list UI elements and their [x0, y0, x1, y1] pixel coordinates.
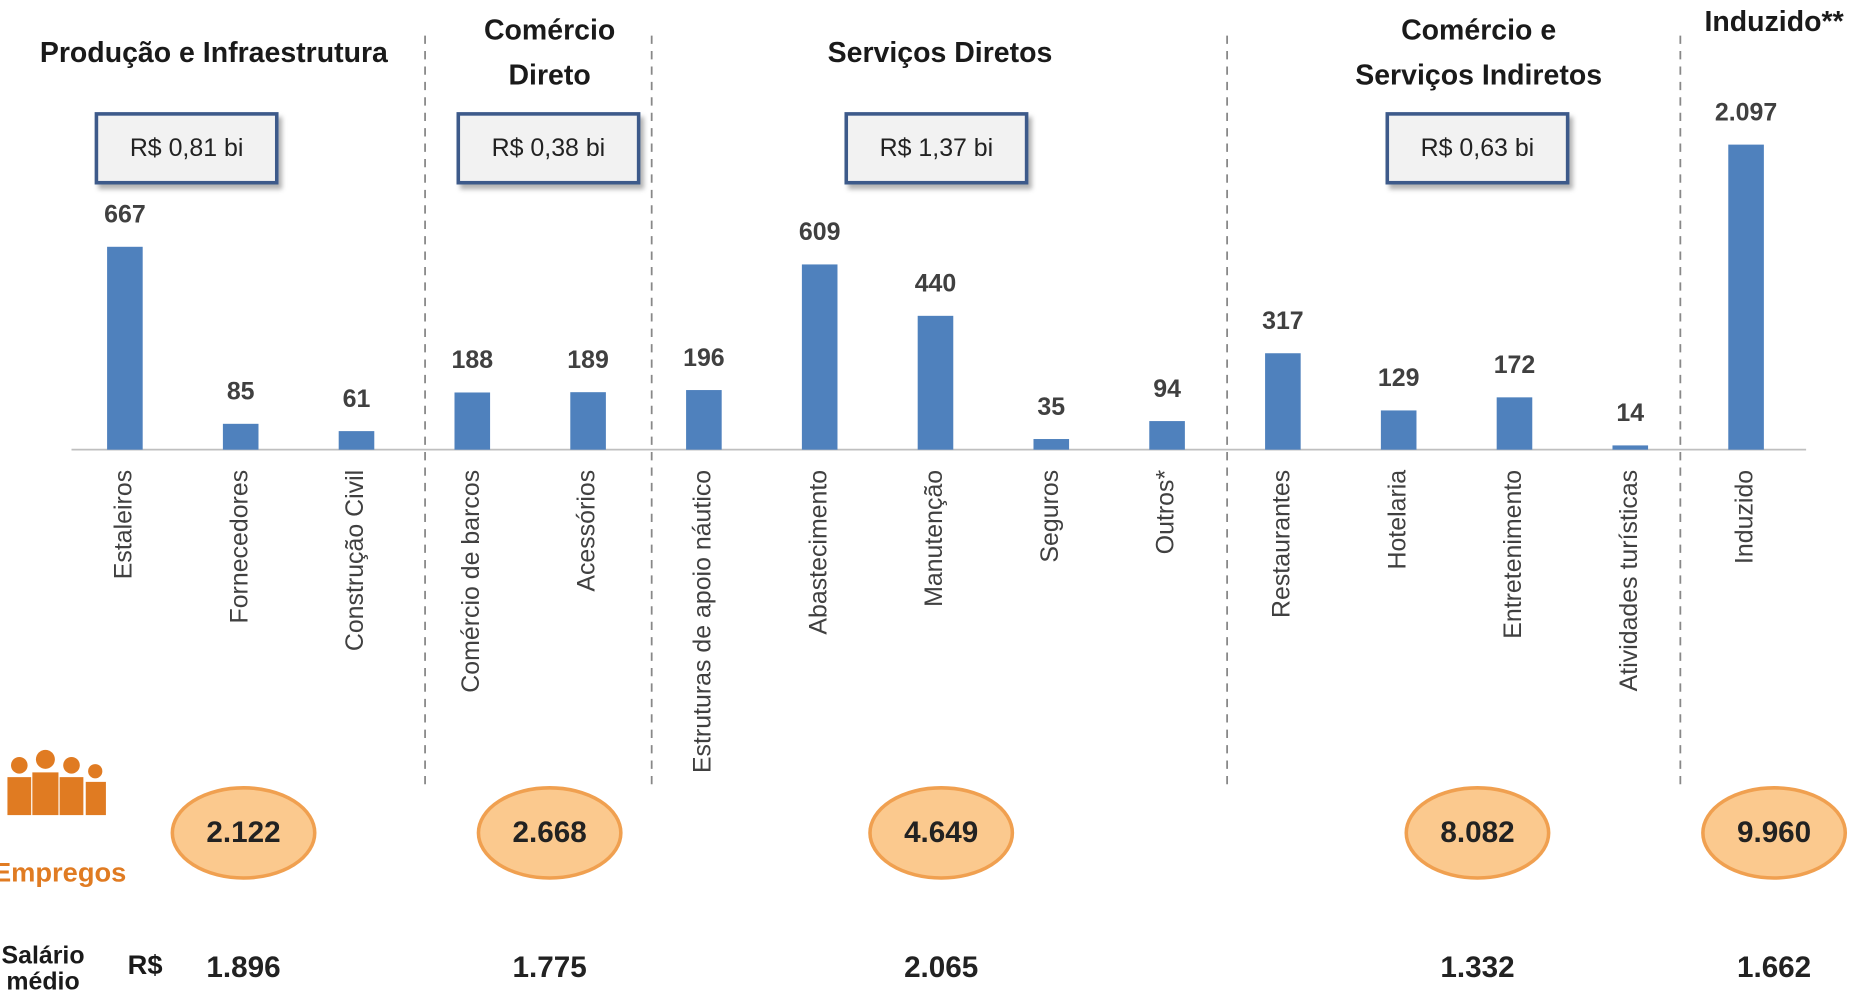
category-label: Induzido — [1731, 470, 1759, 564]
salary-value: 1.775 — [513, 951, 587, 984]
salary-value: 2.065 — [904, 951, 978, 984]
category-label: Restaurantes — [1267, 470, 1295, 618]
bar — [686, 390, 722, 450]
value-label: 440 — [915, 270, 957, 298]
jobs-bubble — [1404, 786, 1551, 880]
value-label: 317 — [1262, 307, 1304, 335]
value-label: 85 — [227, 378, 255, 406]
dividers — [424, 35, 1682, 789]
category-label: Abastecimento — [804, 470, 832, 635]
jobs-value: 2.122 — [206, 816, 280, 849]
salary-value: 1.332 — [1440, 951, 1514, 984]
value-label: 2.097 — [1715, 98, 1777, 126]
jobs-bubble — [170, 786, 317, 880]
revenue-box — [1385, 112, 1570, 185]
group-title: Serviços Diretos — [828, 37, 1053, 69]
value-label: 172 — [1494, 351, 1536, 379]
value-label: 129 — [1378, 364, 1420, 392]
revenue-box — [844, 112, 1029, 185]
value-label: 14 — [1616, 399, 1644, 427]
jobs-value: 8.082 — [1440, 816, 1514, 849]
revenue-label: R$ 0,38 bi — [492, 134, 606, 162]
value-label: 188 — [452, 346, 494, 374]
category-label: Hotelaria — [1383, 470, 1411, 570]
group-title: Comércio — [484, 15, 615, 47]
jobs-value: 2.668 — [513, 816, 587, 849]
bar — [1265, 353, 1301, 450]
group-title: Comércio e — [1401, 15, 1556, 47]
category-label: Seguros — [1036, 470, 1064, 563]
jobs-bubble — [868, 786, 1015, 880]
bar — [1149, 421, 1185, 450]
bar — [570, 392, 606, 450]
bar — [1728, 144, 1764, 450]
bar — [222, 423, 259, 450]
revenue-box — [94, 112, 279, 185]
category-label: Fornecedores — [225, 470, 253, 624]
category-label: Outros* — [1152, 470, 1180, 555]
category-label: Estruturas de apoio náutico — [688, 470, 716, 773]
revenue-label: R$ 0,81 bi — [130, 134, 244, 162]
value-label: 35 — [1037, 393, 1065, 421]
category-label: Construção Civil — [341, 470, 369, 651]
salary-value: 1.662 — [1737, 951, 1811, 984]
category-label: Entretenimento — [1499, 470, 1527, 639]
bar — [1496, 397, 1533, 450]
category-label: Comércio de barcos — [457, 470, 485, 693]
category-label: Estaleiros — [109, 470, 137, 579]
jobs-value: 9.960 — [1737, 816, 1811, 849]
revenue-label: R$ 1,37 bi — [880, 134, 994, 162]
value-label: 189 — [567, 346, 609, 374]
salary-value: 1.896 — [206, 951, 280, 984]
value-label: 196 — [683, 344, 725, 372]
revenue-label: R$ 0,63 bi — [1421, 134, 1535, 162]
bar — [107, 246, 143, 450]
group-title: Induzido** — [1704, 6, 1844, 38]
workers-icon — [7, 749, 106, 816]
salary-label: Salário médio — [1, 941, 84, 995]
bar — [454, 392, 491, 450]
bar — [1612, 445, 1649, 450]
jobs-value: 4.649 — [904, 816, 978, 849]
jobs-label: Empregos — [0, 857, 126, 888]
value-label: 609 — [799, 218, 841, 246]
category-label: Atividades turísticas — [1615, 470, 1643, 691]
value-label: 94 — [1153, 375, 1181, 403]
bar — [1380, 410, 1417, 450]
category-label: Acessórios — [573, 470, 601, 592]
currency: R$ — [128, 949, 163, 980]
bar — [1033, 439, 1070, 450]
bar — [338, 431, 375, 450]
group-title: Produção e Infraestrutura — [40, 37, 389, 69]
jobs-bubble — [1701, 786, 1848, 880]
group-title: Serviços Indiretos — [1355, 60, 1602, 92]
category-label: Manutenção — [920, 470, 948, 607]
value-label: 61 — [343, 385, 371, 413]
value-label: 667 — [104, 201, 146, 229]
group-title: Direto — [509, 60, 591, 92]
jobs-bubble — [476, 786, 623, 880]
revenue-box — [456, 112, 641, 185]
bar — [801, 264, 838, 450]
bar — [917, 315, 954, 450]
